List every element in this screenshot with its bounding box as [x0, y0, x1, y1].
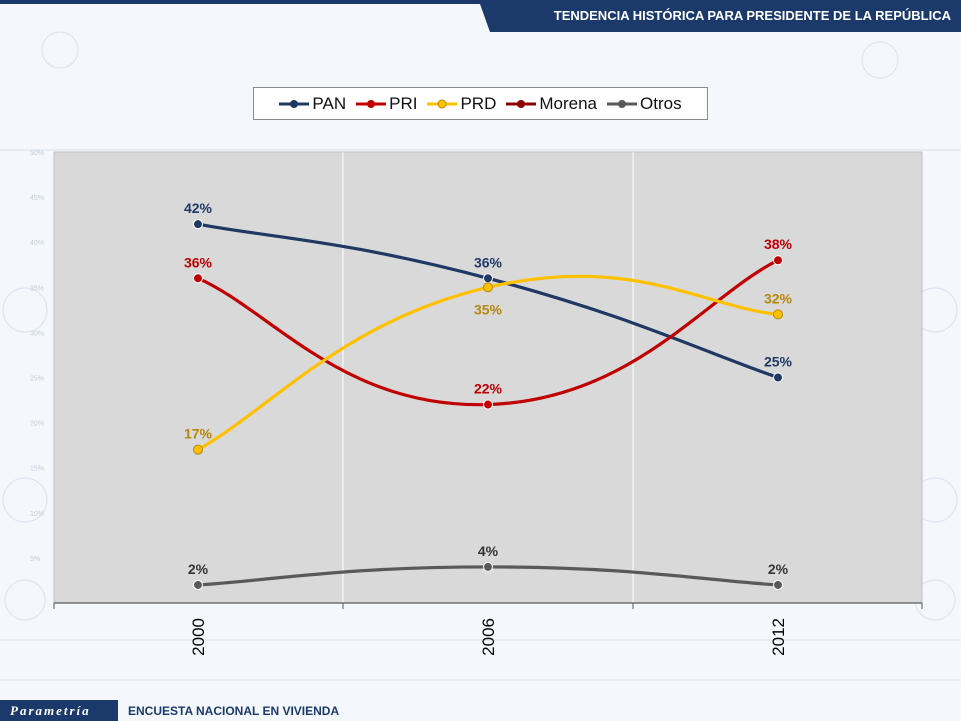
- data-label-pri-2000: 36%: [184, 254, 213, 270]
- legend-label-pri: PRI: [389, 93, 418, 113]
- data-point-pri-2012: [773, 255, 783, 266]
- data-label-otros-2012: 2%: [768, 561, 789, 577]
- data-label-prd-2000: 17%: [184, 426, 213, 442]
- data-label-otros-2006: 4%: [478, 543, 499, 559]
- legend-label-morena: Morena: [539, 93, 598, 113]
- chart-legend: PAN PRI PRD Morena Otros: [253, 87, 708, 120]
- y-tick-label: 15%: [30, 466, 44, 473]
- data-point-prd-2006: [483, 282, 493, 293]
- data-point-pan-2006: [483, 273, 493, 284]
- legend-item-otros: Otros: [607, 94, 682, 114]
- data-label-pan-2006: 36%: [474, 254, 503, 270]
- y-tick-label: 25%: [30, 376, 44, 383]
- parametria-logo: Parametría: [0, 700, 118, 721]
- data-label-pri-2006: 22%: [474, 381, 503, 397]
- data-point-prd-2012: [773, 309, 783, 320]
- legend-swatch-pri: [356, 99, 387, 108]
- data-label-otros-2000: 2%: [188, 561, 209, 577]
- legend-item-pan: PAN: [279, 94, 346, 114]
- legend-item-pri: PRI: [356, 94, 417, 114]
- data-point-otros-2006: [483, 561, 493, 572]
- legend-swatch-pan: [279, 99, 310, 108]
- data-label-pan-2000: 42%: [184, 200, 213, 216]
- line-chart: 5% 10% 15% 20% 25% 30% 35% 40% 45% 50% 2000 2006 201…: [30, 150, 923, 656]
- top-banner: [0, 0, 961, 32]
- x-tick-label-2012: 2012: [769, 618, 788, 656]
- data-point-pri-2006: [483, 399, 493, 410]
- x-tick-label-2006: 2006: [479, 618, 498, 656]
- y-tick-label: 30%: [30, 330, 44, 337]
- y-tick-label: 10%: [30, 511, 44, 518]
- y-tick-label: 20%: [30, 421, 44, 428]
- legend-swatch-otros: [607, 99, 638, 108]
- legend-swatch-prd: [427, 99, 458, 108]
- data-point-pan-2012: [773, 372, 783, 383]
- y-tick-label: 45%: [30, 195, 44, 202]
- data-point-otros-2012: [773, 579, 783, 590]
- data-point-pri-2000: [193, 273, 203, 284]
- x-tick-label-2000: 2000: [189, 618, 208, 656]
- legend-label-otros: Otros: [640, 93, 682, 113]
- page-title: TENDENCIA HISTÓRICA PARA PRESIDENTE DE L…: [553, 8, 951, 23]
- legend-label-prd: PRD: [460, 93, 497, 113]
- data-point-prd-2000: [193, 444, 203, 455]
- data-label-prd-2006: 35%: [474, 301, 503, 317]
- y-tick-label: 40%: [30, 240, 44, 247]
- legend-swatch-morena: [506, 99, 537, 108]
- data-label-prd-2012: 32%: [764, 290, 793, 306]
- plot-area: [53, 151, 923, 604]
- data-point-pan-2000: [193, 219, 203, 230]
- data-label-pan-2012: 25%: [764, 354, 793, 370]
- footer-text: ENCUESTA NACIONAL EN VIVIENDA: [128, 704, 340, 718]
- legend-label-pan: PAN: [312, 93, 347, 113]
- legend-item-prd: PRD: [427, 94, 496, 114]
- data-label-pri-2012: 38%: [764, 236, 793, 252]
- y-tick-label: 50%: [30, 150, 44, 157]
- y-tick-label: 5%: [30, 556, 40, 563]
- y-tick-label: 35%: [30, 285, 44, 292]
- legend-item-morena: Morena: [506, 94, 597, 114]
- data-point-otros-2000: [193, 579, 203, 590]
